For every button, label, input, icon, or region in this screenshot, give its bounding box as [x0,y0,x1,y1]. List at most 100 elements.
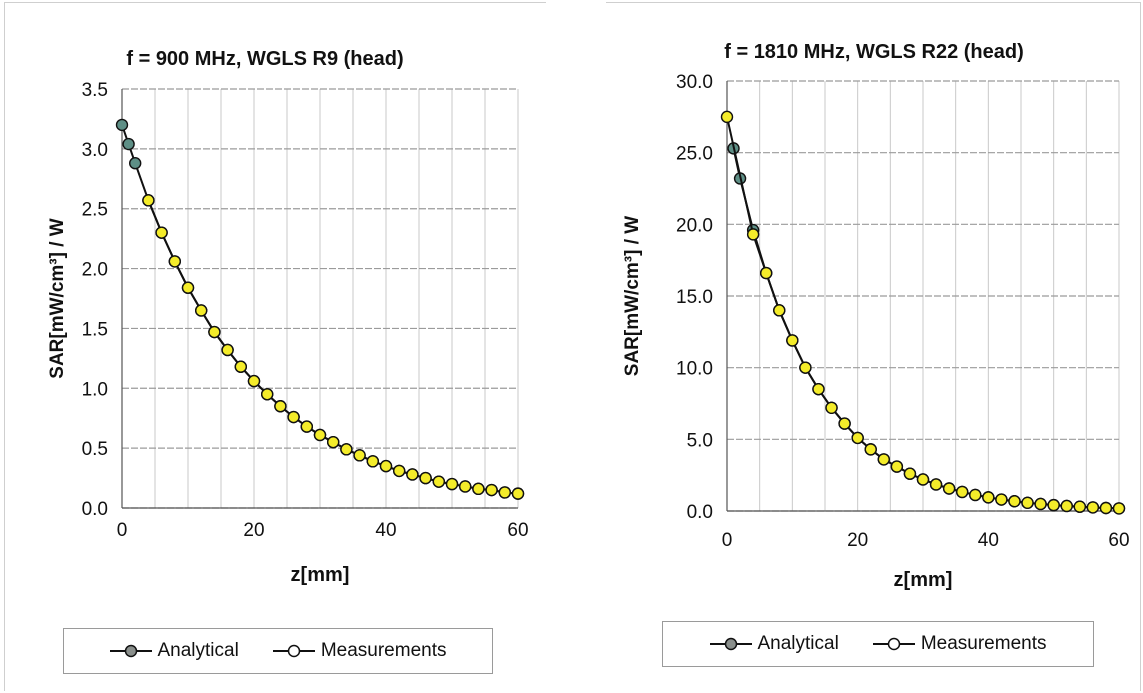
chart-panel-900mhz: 0.0 0.5 1.0 1.5 2.0 2.5 3.0 3.5 0 20 40 60 f = 900 M… [4,2,546,691]
data-point-measurements [812,382,825,396]
data-point-measurements [194,304,208,317]
data-point-measurements [1034,497,1047,511]
data-point-measurements [472,482,485,496]
data-point-measurements [406,468,419,481]
x-tick-label: 0 [722,530,733,551]
chart-900mhz: 0.0 0.5 1.0 1.5 2.0 2.5 3.0 3.5 0 20 40 60 f = 900 M… [47,48,529,586]
y-tick-label: 20.0 [676,215,713,236]
data-point-measurements [353,449,366,462]
data-point-measurements [340,443,353,456]
x-tick-label: 20 [847,530,868,551]
legend: Analytical Measurements [662,621,1094,667]
legend-item-measurements: Measurements [872,633,1047,655]
y-axis-label: SAR[mW/cm³] / W [47,218,68,379]
y-tick-label: 2.0 [82,260,108,281]
chart-panel-1810mhz: 0.0 5.0 10.0 15.0 20.0 25.0 30.0 0 20 40 60 f = 181… [606,2,1141,691]
data-point-measurements [720,110,734,124]
data-point-measurements [313,428,327,442]
data-point-measurements [942,482,956,495]
measurements-marker-icon [872,637,915,651]
data-point-measurements [877,453,890,466]
legend: Analytical Measurements [63,628,493,674]
data-point-measurements [247,374,261,388]
data-point-measurements [419,471,432,485]
y-tick-label: 2.5 [82,200,108,221]
data-point-measurements [261,388,274,401]
legend-label-measurements: Measurements [320,640,447,661]
data-point-measurements [746,228,760,241]
data-point-measurements [903,467,917,480]
y-tick-label: 15.0 [676,287,713,308]
data-point-measurements [327,435,340,449]
measurements-marker-icon [272,644,315,658]
y-tick-label: 0.0 [687,502,713,523]
data-point-measurements [995,493,1008,506]
data-point-measurements [799,361,812,374]
x-axis-label: z[mm] [894,569,953,591]
data-point-measurements [208,325,221,339]
data-point-measurements [498,486,511,499]
data-point-measurements [1112,502,1126,515]
data-point-measurements [890,460,904,473]
data-point-measurements [155,226,168,239]
x-tick-label: 60 [507,520,528,541]
legend-item-analytical: Analytical [109,640,239,662]
data-point-measurements [1086,501,1100,514]
data-point-measurements [274,400,287,413]
x-tick-label: 40 [375,520,396,541]
data-point-measurements [916,473,930,486]
data-point-measurements [864,443,877,456]
y-tick-label: 30.0 [676,72,713,93]
analytical-marker-icon [709,637,752,651]
data-point-measurements [221,343,234,357]
x-tick-label: 20 [243,520,264,541]
data-point-measurements [786,334,799,347]
data-point-measurements [773,304,786,317]
data-point-measurements [1008,495,1021,508]
data-point-analytical [115,118,129,132]
data-point-measurements [1073,500,1086,513]
data-point-measurements [851,431,864,445]
y-tick-label: 3.0 [82,140,108,161]
y-tick-label: 10.0 [676,359,713,380]
data-point-measurements [969,488,982,502]
x-axis-label: z[mm] [291,564,350,586]
data-point-measurements [1099,501,1113,515]
series-line-analytical [732,148,1120,510]
analytical-marker-icon [109,644,152,658]
data-point-measurements [181,281,195,294]
data-point-measurements [759,266,773,280]
data-point-analytical [122,137,135,151]
data-point-measurements [459,480,472,493]
chart-1810mhz: 0.0 5.0 10.0 15.0 20.0 25.0 30.0 0 20 40 60 f = 181… [622,41,1130,591]
data-point-measurements [379,459,393,473]
y-tick-label: 25.0 [676,144,713,165]
data-point-measurements [511,487,525,500]
legend-item-analytical: Analytical [709,633,839,655]
data-point-measurements [485,483,498,497]
data-point-measurements [393,464,406,478]
x-tick-label: 40 [978,530,999,551]
chart-title: f = 900 MHz, WGLS R9 (head) [126,48,403,70]
legend-item-measurements: Measurements [272,640,447,662]
y-tick-label: 0.0 [82,499,108,520]
legend-label-measurements: Measurements [920,633,1047,654]
y-tick-label: 3.5 [82,80,108,101]
x-tick-label: 60 [1108,530,1129,551]
data-point-measurements [234,360,248,373]
legend-label-analytical: Analytical [757,633,839,654]
data-point-measurements [445,477,459,491]
data-point-measurements [1047,498,1060,512]
data-point-measurements [168,255,182,268]
series-line-measurements [147,199,519,495]
data-point-measurements [1060,499,1073,513]
data-point-measurements [825,401,838,414]
y-tick-label: 1.5 [82,319,108,340]
data-point-measurements [956,485,969,499]
y-tick-label: 1.0 [82,379,108,400]
data-point-measurements [142,194,155,207]
data-point-measurements [838,417,851,430]
data-point-measurements [366,455,379,468]
chart-title: f = 1810 MHz, WGLS R22 (head) [724,41,1024,63]
y-tick-label: 0.5 [82,439,108,460]
